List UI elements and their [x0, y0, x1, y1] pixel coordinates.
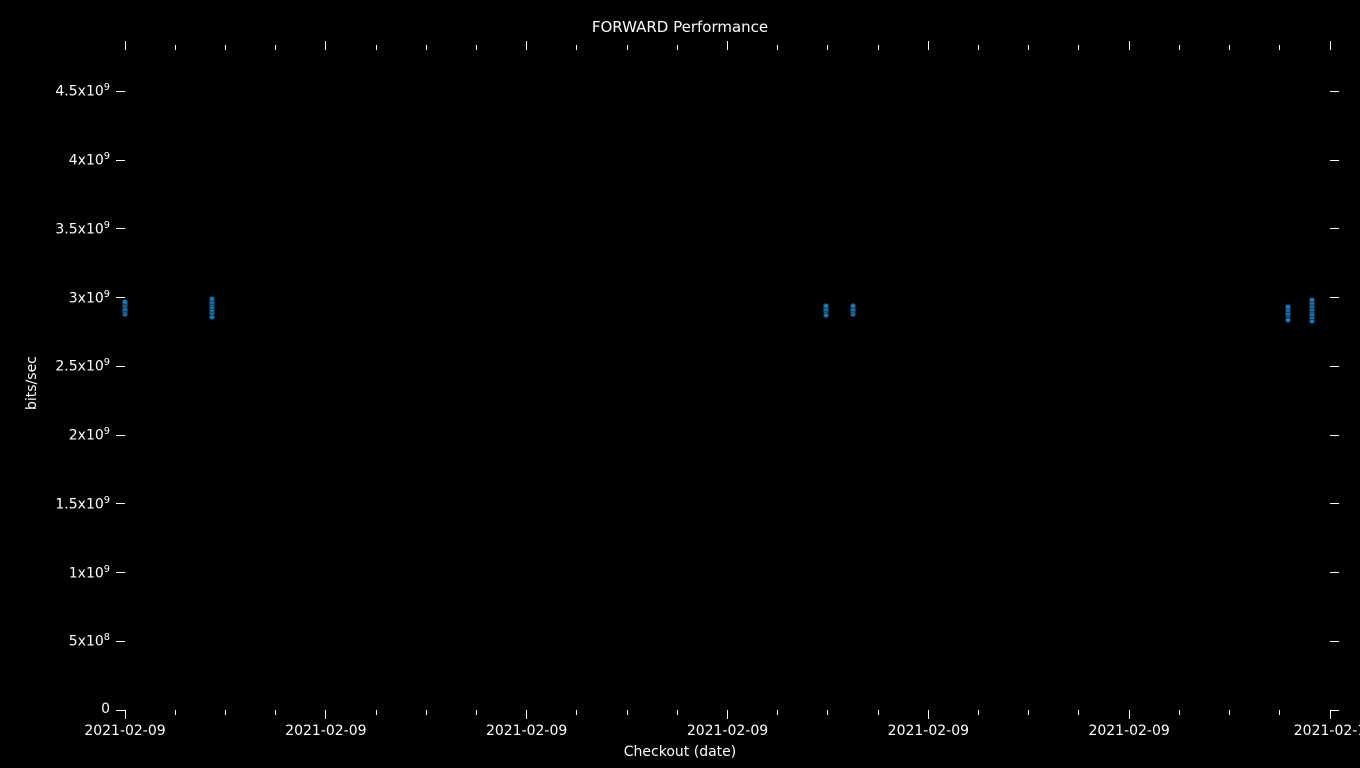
x-tick — [928, 710, 929, 719]
y-tick-label: 1.5x109 — [55, 495, 110, 513]
chart-title: FORWARD Performance — [0, 18, 1360, 36]
x-minor-tick — [677, 710, 678, 715]
y-tick-label: 4.5x109 — [55, 82, 110, 100]
x-tick — [1330, 710, 1331, 719]
data-point — [122, 299, 128, 305]
data-point — [1309, 297, 1315, 303]
x-minor-tick-top — [225, 45, 226, 50]
y-tick-right — [1330, 366, 1339, 367]
x-minor-tick — [627, 710, 628, 715]
x-minor-tick — [275, 710, 276, 715]
x-tick-label: 2021-02-1 — [1294, 723, 1360, 739]
x-minor-tick — [376, 710, 377, 715]
x-minor-tick-top — [878, 45, 879, 50]
y-tick-label: 3.5x109 — [55, 220, 110, 238]
x-tick-top — [1129, 41, 1130, 50]
y-tick — [116, 160, 125, 161]
x-tick-top — [928, 41, 929, 50]
y-tick — [116, 641, 125, 642]
x-tick-top — [526, 41, 527, 50]
plot-area — [125, 50, 1330, 710]
x-minor-tick — [1028, 710, 1029, 715]
y-tick — [116, 503, 125, 504]
y-tick-right — [1330, 435, 1339, 436]
x-minor-tick-top — [476, 45, 477, 50]
y-tick-label: 0 — [101, 701, 110, 717]
x-minor-tick — [476, 710, 477, 715]
x-tick — [727, 710, 728, 719]
x-axis-title: Checkout (date) — [0, 744, 1360, 760]
data-point — [850, 303, 856, 309]
x-tick-label: 2021-02-09 — [1088, 723, 1169, 739]
x-minor-tick — [777, 710, 778, 715]
x-minor-tick-top — [677, 45, 678, 50]
y-tick-label: 3x109 — [69, 289, 110, 307]
x-tick-label: 2021-02-09 — [687, 723, 768, 739]
x-minor-tick-top — [1229, 45, 1230, 50]
data-point — [209, 296, 215, 302]
y-tick-right — [1330, 91, 1339, 92]
x-minor-tick — [878, 710, 879, 715]
y-tick-right — [1330, 572, 1339, 573]
y-tick-right — [1330, 297, 1339, 298]
y-tick-right — [1330, 710, 1339, 711]
x-tick-top — [125, 41, 126, 50]
x-minor-tick-top — [426, 45, 427, 50]
x-minor-tick — [225, 710, 226, 715]
x-minor-tick-top — [627, 45, 628, 50]
x-minor-tick — [1179, 710, 1180, 715]
y-tick — [116, 366, 125, 367]
x-minor-tick-top — [376, 45, 377, 50]
x-tick — [325, 710, 326, 719]
x-tick-label: 2021-02-09 — [888, 723, 969, 739]
x-minor-tick — [1279, 710, 1280, 715]
data-point — [823, 303, 829, 309]
y-tick-label: 2.5x109 — [55, 357, 110, 375]
x-tick — [125, 710, 126, 719]
x-tick-top — [727, 41, 728, 50]
x-minor-tick-top — [827, 45, 828, 50]
x-minor-tick-top — [1078, 45, 1079, 50]
x-minor-tick — [1229, 710, 1230, 715]
x-tick-label: 2021-02-09 — [84, 723, 165, 739]
x-tick-top — [325, 41, 326, 50]
x-minor-tick — [175, 710, 176, 715]
y-tick — [116, 91, 125, 92]
y-tick-label: 4x109 — [69, 151, 110, 169]
x-tick — [526, 710, 527, 719]
x-tick-top — [1330, 41, 1331, 50]
y-tick-right — [1330, 160, 1339, 161]
x-tick — [1129, 710, 1130, 719]
y-tick — [116, 228, 125, 229]
x-minor-tick-top — [777, 45, 778, 50]
x-minor-tick-top — [576, 45, 577, 50]
x-minor-tick-top — [1179, 45, 1180, 50]
x-minor-tick — [827, 710, 828, 715]
x-minor-tick-top — [1279, 45, 1280, 50]
x-minor-tick-top — [275, 45, 276, 50]
x-minor-tick — [576, 710, 577, 715]
y-tick-label: 1x109 — [69, 564, 110, 582]
x-minor-tick — [1078, 710, 1079, 715]
y-tick-right — [1330, 503, 1339, 504]
x-tick-label: 2021-02-09 — [486, 723, 567, 739]
y-tick — [116, 435, 125, 436]
y-tick-right — [1330, 641, 1339, 642]
y-tick-label: 5x108 — [69, 632, 110, 650]
y-axis-title: bits/sec — [24, 356, 40, 410]
x-minor-tick-top — [1028, 45, 1029, 50]
data-point — [1285, 304, 1291, 310]
x-minor-tick-top — [175, 45, 176, 50]
x-minor-tick — [978, 710, 979, 715]
x-tick-label: 2021-02-09 — [285, 723, 366, 739]
x-minor-tick-top — [978, 45, 979, 50]
x-minor-tick — [426, 710, 427, 715]
y-tick-label: 2x109 — [69, 426, 110, 444]
y-tick — [116, 572, 125, 573]
y-tick-right — [1330, 228, 1339, 229]
chart-container: FORWARD Performance bits/sec Checkout (d… — [0, 0, 1360, 768]
